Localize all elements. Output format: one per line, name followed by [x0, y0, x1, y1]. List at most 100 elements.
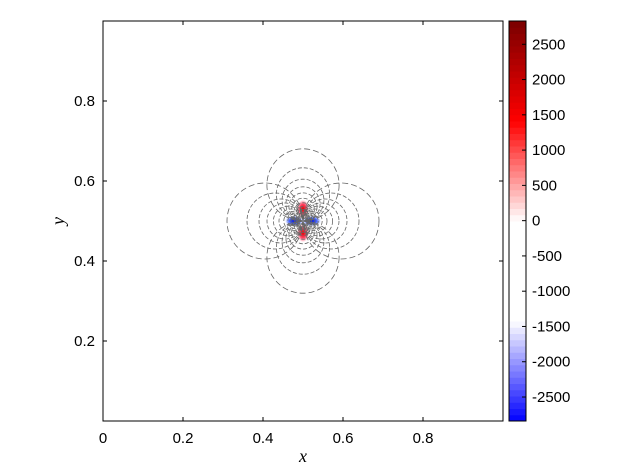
- colorbar-band: [509, 408, 526, 416]
- contour-field: [226, 148, 380, 294]
- contour-line: [295, 206, 311, 222]
- contour-line: [302, 210, 323, 231]
- colorbar-band: [509, 339, 526, 347]
- colorbar-band: [509, 333, 526, 341]
- colorbar-band: [509, 327, 526, 334]
- y-tick-label: 0.8: [74, 93, 95, 110]
- colorbar-band: [509, 258, 526, 266]
- colorbar-band: [509, 389, 526, 397]
- colorbar-band: [509, 264, 526, 272]
- colorbar-band: [509, 121, 526, 128]
- colorbar-band: [509, 71, 526, 78]
- colorbar-tick-label: 1000: [532, 142, 565, 159]
- colorbar-band: [509, 227, 526, 234]
- x-tick-label: 0.2: [173, 430, 194, 447]
- colorbar-tick-label: -2500: [532, 389, 570, 406]
- colorbar-tick-label: -500: [532, 248, 562, 265]
- colorbar-band: [509, 152, 526, 159]
- colorbar-band: [509, 283, 526, 291]
- colorbar-band: [509, 108, 526, 116]
- colorbar-band: [509, 64, 526, 72]
- colorbar-band: [509, 21, 526, 28]
- colorbar-band: [509, 96, 526, 103]
- colorbar-band: [509, 77, 526, 84]
- colorbar-band: [509, 33, 526, 41]
- colorbar-band: [509, 83, 526, 91]
- contour-line: [299, 220, 307, 228]
- x-tick-label: 0.8: [413, 430, 434, 447]
- colorbar-band: [509, 177, 526, 184]
- colorbar-band: [509, 189, 526, 197]
- colorbar-band: [509, 208, 526, 216]
- y-axis-label: y: [48, 217, 68, 227]
- colorbar-band: [509, 239, 526, 247]
- colorbar-tick-label: -2000: [532, 354, 570, 371]
- contour-line: [299, 214, 307, 222]
- colorbar-band: [509, 164, 526, 172]
- contour-line: [291, 197, 315, 222]
- contour-line: [288, 220, 318, 250]
- colorbar-band: [509, 377, 526, 384]
- colorbar-band: [509, 402, 526, 409]
- colorbar-tick-label: 2500: [532, 36, 565, 53]
- colorbar-band: [509, 346, 526, 353]
- colorbar-band: [509, 314, 526, 322]
- colorbar-band: [509, 383, 526, 391]
- colorbar-band: [509, 171, 526, 178]
- colorbar-band: [509, 277, 526, 284]
- colorbar-tick-label: -1500: [532, 318, 570, 335]
- colorbar-band: [509, 139, 526, 147]
- colorbar: [509, 21, 526, 422]
- x-axis-label: x: [298, 446, 307, 466]
- colorbar-tick-label: 500: [532, 177, 557, 194]
- contour-line: [302, 212, 319, 229]
- contour-line: [275, 220, 330, 275]
- colorbar-band: [509, 196, 526, 203]
- colorbar-band: [509, 233, 526, 241]
- colorbar-band: [509, 214, 526, 222]
- colorbar-band: [509, 202, 526, 209]
- colorbar-band: [509, 102, 526, 109]
- colorbar-band: [509, 252, 526, 259]
- colorbar-band: [509, 271, 526, 278]
- colorbar-band: [509, 221, 526, 228]
- colorbar-tick-label: 1500: [532, 107, 565, 124]
- contour-line: [291, 220, 315, 245]
- colorbar-tick-label: 2000: [532, 72, 565, 89]
- colorbar-band: [509, 52, 526, 59]
- colorbar-band: [509, 158, 526, 166]
- x-tick-label: 0: [99, 430, 107, 447]
- contour-line: [302, 205, 334, 237]
- colorbar-band: [509, 58, 526, 66]
- y-tick-label: 0.2: [74, 333, 95, 350]
- colorbar-band: [509, 302, 526, 309]
- colorbar-tick-label: -1000: [532, 283, 570, 300]
- colorbar-band: [509, 364, 526, 372]
- colorbar-band: [509, 183, 526, 191]
- colorbar-band: [509, 321, 526, 328]
- colorbar-band: [509, 114, 526, 122]
- plot-frame: [102, 20, 504, 422]
- x-tick-label: 0.6: [333, 430, 354, 447]
- colorbar-band: [509, 414, 526, 422]
- colorbar-band: [509, 246, 526, 253]
- colorbar-band: [509, 289, 526, 297]
- y-tick-label: 0.4: [74, 253, 95, 270]
- contour-line: [266, 220, 340, 294]
- y-tick-label: 0.6: [74, 173, 95, 190]
- colorbar-band: [509, 296, 526, 303]
- colorbar-band: [509, 146, 526, 153]
- colorbar-band: [509, 358, 526, 366]
- colorbar-band: [509, 46, 526, 53]
- colorbar-band: [509, 89, 526, 97]
- colorbar-band: [509, 371, 526, 378]
- colorbar-band: [509, 27, 526, 34]
- colorbar-band: [509, 133, 526, 141]
- colorbar-band: [509, 308, 526, 316]
- colorbar-band: [509, 127, 526, 134]
- colorbar-band: [509, 39, 526, 47]
- colorbar-tick-label: 0: [532, 213, 540, 230]
- colorbar-band: [509, 396, 526, 403]
